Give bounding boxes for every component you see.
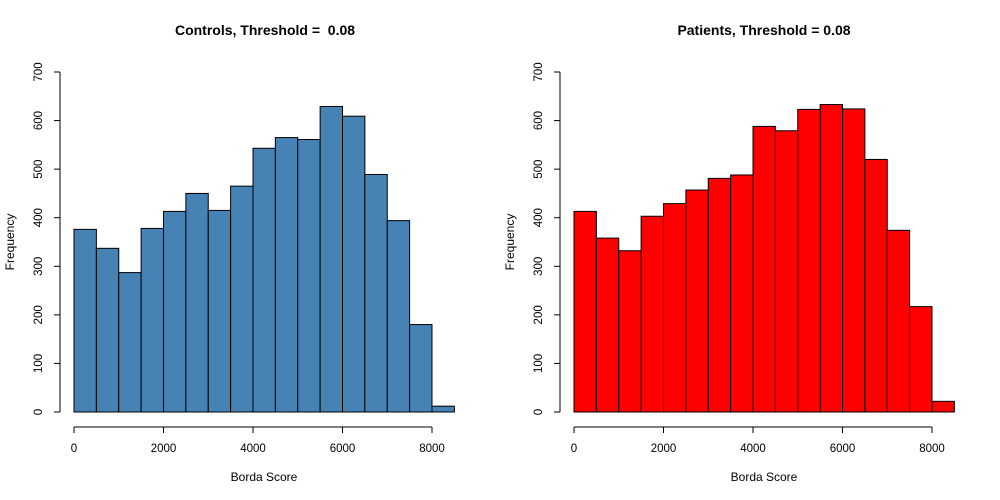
controls-bar (386, 220, 411, 413)
controls-bar (274, 137, 299, 413)
controls-y-tick-label: 100 (33, 354, 45, 373)
controls-y-tick-label: 600 (33, 111, 45, 130)
controls-bar (409, 324, 433, 413)
controls-bar (252, 147, 276, 413)
controls-bars (73, 105, 455, 413)
patients-bar (640, 215, 664, 413)
controls-y-tick-label: 200 (33, 305, 45, 324)
patients-bar (909, 306, 933, 413)
patients-bar (931, 400, 955, 413)
controls-bar (140, 227, 164, 413)
controls-x-tick-label: 8000 (419, 443, 445, 455)
controls-bar (207, 209, 232, 413)
controls-y-tick-label: 500 (33, 160, 45, 179)
patients-x-tick-label: 6000 (830, 443, 856, 455)
patients-bar (842, 108, 866, 413)
controls-bar (163, 210, 187, 413)
controls-x-tick-label: 6000 (330, 443, 356, 455)
controls-bar (73, 228, 97, 413)
patients-histogram-panel: Patients, Threshold = 0.08 Borda Score F… (503, 22, 955, 484)
controls-bar (95, 247, 120, 413)
patients-bar (774, 130, 799, 413)
patients-bar (573, 210, 597, 413)
patients-x-tick-label: 2000 (651, 443, 677, 455)
controls-y-axis: 0 100 200 300 400 500 600 700 (33, 62, 61, 415)
patients-x-tick-label: 4000 (740, 443, 766, 455)
patients-y-tick-label: 600 (533, 111, 545, 130)
patients-y-tick-label: 400 (533, 208, 545, 227)
patients-y-tick-label: 300 (533, 257, 545, 276)
patients-y-tick-label: 700 (533, 62, 545, 81)
patients-y-axis: 0 100 200 300 400 500 600 700 (533, 62, 561, 415)
patients-chart-title: Patients, Threshold = 0.08 (677, 22, 850, 38)
controls-histogram-panel: Controls, Threshold = 0.08 Borda Score F… (3, 22, 455, 484)
controls-y-tick-label: 0 (33, 409, 45, 415)
patients-bar (618, 250, 642, 413)
controls-bar (118, 272, 142, 413)
controls-x-tick-label: 4000 (240, 443, 266, 455)
patients-x-tick-label: 8000 (919, 443, 945, 455)
patients-bars (573, 104, 955, 413)
patients-x-axis-label: Borda Score (731, 470, 798, 484)
controls-bar (431, 405, 455, 413)
patients-bar (595, 237, 620, 413)
controls-y-tick-label: 700 (33, 62, 45, 81)
patients-x-axis: 0 2000 4000 6000 8000 (571, 426, 945, 455)
patients-bar (663, 203, 687, 413)
controls-bar (185, 192, 209, 413)
patients-bar (707, 177, 732, 413)
patients-y-axis-label: Frequency (503, 214, 517, 271)
controls-x-axis: 0 2000 4000 6000 8000 (71, 426, 445, 455)
controls-x-tick-label: 2000 (151, 443, 177, 455)
controls-bar (297, 139, 321, 413)
controls-y-tick-label: 300 (33, 257, 45, 276)
controls-y-tick-label: 400 (33, 208, 45, 227)
controls-x-tick-label: 0 (71, 443, 77, 455)
controls-y-axis-label: Frequency (3, 214, 17, 271)
controls-bar (319, 105, 343, 413)
controls-bar (342, 115, 366, 413)
patients-y-tick-label: 500 (533, 160, 545, 179)
patients-bar (819, 104, 843, 413)
patients-y-tick-label: 200 (533, 305, 545, 324)
patients-y-tick-label: 0 (533, 409, 545, 415)
patients-bar (730, 174, 754, 413)
controls-bar (364, 173, 388, 413)
controls-bar (230, 185, 254, 413)
controls-chart-title: Controls, Threshold = 0.08 (175, 22, 355, 38)
patients-bar (886, 229, 911, 413)
controls-x-axis-label: Borda Score (231, 470, 298, 484)
patients-bar (864, 158, 888, 413)
patients-bar (797, 108, 821, 413)
patients-bar (752, 125, 776, 413)
patients-bar (685, 189, 709, 413)
patients-x-tick-label: 0 (571, 443, 577, 455)
patients-y-tick-label: 100 (533, 354, 545, 373)
